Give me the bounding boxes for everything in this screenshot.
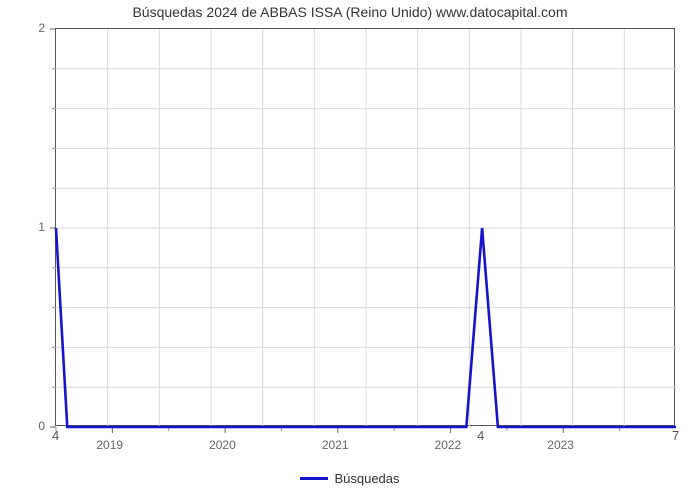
- corner-label: 4: [52, 428, 59, 443]
- legend-swatch: [300, 477, 328, 480]
- corner-label: 7: [672, 428, 679, 443]
- x-tick-label: 2020: [209, 438, 236, 452]
- legend-label: Búsquedas: [334, 471, 399, 486]
- legend: Búsquedas: [0, 470, 700, 486]
- y-tick-label: 1: [38, 220, 45, 234]
- x-tick-label: 2023: [547, 438, 574, 452]
- y-tick-label: 0: [38, 419, 45, 433]
- y-tick-label: 2: [38, 21, 45, 35]
- corner-label: 4: [477, 428, 484, 443]
- chart-title: Búsquedas 2024 de ABBAS ISSA (Reino Unid…: [0, 4, 700, 20]
- x-tick-label: 2021: [322, 438, 349, 452]
- x-tick-label: 2022: [435, 438, 462, 452]
- line-series: [56, 29, 676, 427]
- chart-container: { "chart": { "type": "line", "title": "B…: [0, 0, 700, 500]
- plot-area: [55, 28, 675, 426]
- x-tick-label: 2019: [96, 438, 123, 452]
